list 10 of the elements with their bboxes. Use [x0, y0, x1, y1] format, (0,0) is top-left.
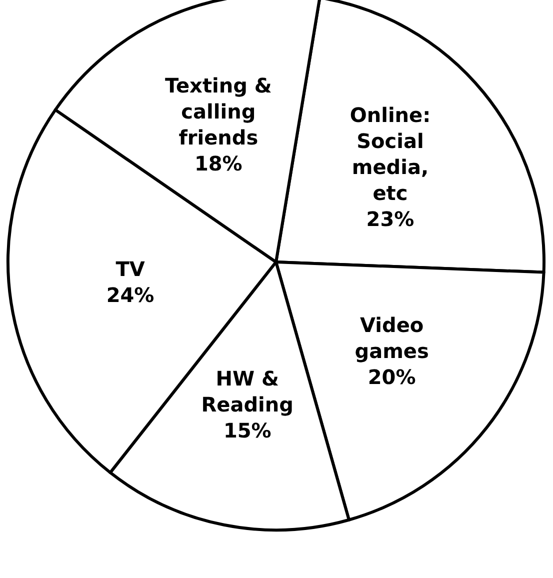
data-label: 15% [223, 419, 272, 444]
data-label: 18% [194, 152, 242, 176]
slice-label: Online: Social media, etc [350, 103, 431, 206]
data-label: 20% [368, 366, 416, 390]
data-label: 24% [106, 284, 154, 308]
slice-label: Video games [354, 314, 429, 364]
data-label: 23% [366, 207, 414, 232]
slice-label: TV [116, 258, 146, 282]
slice-label: Texting & calling friends [164, 74, 272, 150]
slice-label: HW & Reading [201, 367, 294, 418]
